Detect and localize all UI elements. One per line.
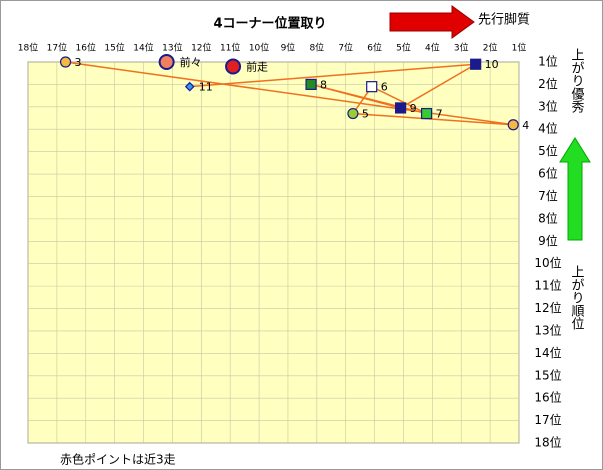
point-label: 8 <box>320 78 327 91</box>
y-tick-label: 2位 <box>538 76 558 91</box>
x-tick-label: 2位 <box>483 42 498 54</box>
y-tick-label: 16位 <box>534 390 561 405</box>
x-note: 先行脚質 <box>478 12 530 28</box>
point <box>305 78 317 91</box>
y-tick-label: 12位 <box>534 300 561 315</box>
x-tick-label: 11位 <box>220 42 240 54</box>
point-label: 9 <box>410 102 417 115</box>
point-label: 7 <box>436 108 443 121</box>
chart-title: 4コーナー位置取り <box>213 16 326 32</box>
x-tick-label: 15位 <box>104 42 124 54</box>
x-tick-label: 12位 <box>191 42 211 54</box>
x-tick-label: 17位 <box>47 42 67 54</box>
point <box>59 56 72 68</box>
point <box>470 58 482 70</box>
y-label: 上がり順位 <box>569 265 585 330</box>
y-tick-label: 5位 <box>538 143 558 158</box>
point <box>347 107 359 120</box>
point <box>158 54 175 70</box>
x-tick-label: 8位 <box>309 42 324 54</box>
y-tick-label: 8位 <box>538 210 558 225</box>
x-tick-label: 13位 <box>162 42 182 54</box>
x-tick-label: 7位 <box>338 42 353 54</box>
point-label: 前々 <box>180 55 202 69</box>
point <box>225 58 242 75</box>
x-tick-label: 6位 <box>367 42 382 54</box>
y-note-top: 上がり優秀 <box>569 48 585 114</box>
x-tick-label: 3位 <box>454 42 469 54</box>
y-tick-label: 10位 <box>534 255 561 270</box>
point-label: 5 <box>362 108 369 121</box>
point <box>184 81 195 92</box>
y-tick-label: 17位 <box>534 412 561 427</box>
y-tick-label: 14位 <box>534 345 561 360</box>
point <box>394 102 407 114</box>
x-tick-label: 14位 <box>133 42 153 54</box>
arrow-up <box>559 137 591 241</box>
footnote: 赤色ポイントは近3走 <box>60 453 176 467</box>
y-tick-label: 15位 <box>534 367 561 382</box>
plot-area <box>27 61 520 444</box>
y-tick-label: 9位 <box>538 233 558 248</box>
y-tick-label: 7位 <box>538 188 558 203</box>
x-tick-label: 4位 <box>425 42 440 54</box>
y-tick-label: 18位 <box>534 435 561 450</box>
y-tick-label: 6位 <box>538 166 558 181</box>
point-label: 4 <box>522 119 529 132</box>
point-label: 11 <box>199 81 213 94</box>
y-tick-label: 1位 <box>538 54 558 69</box>
x-tick-label: 9位 <box>281 42 296 54</box>
point <box>507 119 519 131</box>
y-tick-label: 11位 <box>534 278 561 293</box>
x-tick-label: 1位 <box>512 42 527 54</box>
point <box>366 81 378 93</box>
y-tick-label: 13位 <box>534 322 561 337</box>
point-label: 3 <box>75 56 82 69</box>
point-label: 10 <box>485 58 499 71</box>
point-label: 前走 <box>246 59 268 73</box>
x-tick-label: 10位 <box>249 42 269 54</box>
x-tick-label: 18位 <box>18 42 38 54</box>
x-tick-label: 16位 <box>76 42 96 54</box>
x-tick-label: 5位 <box>396 42 411 54</box>
y-tick-label: 3位 <box>538 98 558 113</box>
point <box>420 107 433 120</box>
y-tick-label: 4位 <box>538 121 558 136</box>
point-label: 6 <box>381 81 388 94</box>
arrow-right <box>389 5 475 39</box>
